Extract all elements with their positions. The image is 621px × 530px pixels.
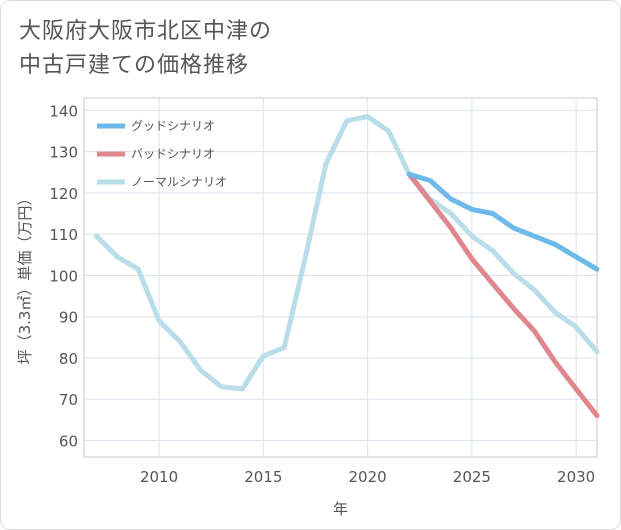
legend-label: グッドシナリオ xyxy=(131,119,215,133)
plot-frame xyxy=(83,97,598,458)
chart-title: 大阪府大阪市北区中津の 中古戸建ての価格推移 xyxy=(19,15,272,83)
y-tick-label: 80 xyxy=(59,350,78,368)
legend-label: バッドシナリオ xyxy=(131,147,215,161)
tick-labels: 2010 2015 2020 2025 2030 60 70 80 90 100 110 120 130… xyxy=(49,102,595,486)
y-tick-label: 70 xyxy=(59,391,78,409)
legend-label: ノーマルシナリオ xyxy=(131,175,227,189)
series-lines xyxy=(94,114,600,419)
series-line-2 xyxy=(94,114,600,392)
x-tick-label: 2010 xyxy=(140,468,178,486)
title-line-1: 大阪府大阪市北区中津の xyxy=(19,19,273,44)
y-tick-label: 120 xyxy=(49,185,78,203)
y-tick-label: 60 xyxy=(59,432,78,450)
y-tick-label: 140 xyxy=(49,102,78,120)
series-line-1 xyxy=(406,171,600,419)
x-axis-label: 年 xyxy=(333,500,348,518)
title-line-2: 中古戸建ての価格推移 xyxy=(19,53,250,78)
series-line-0 xyxy=(406,171,600,272)
x-tick-label: 2015 xyxy=(244,468,282,486)
y-tick-label: 100 xyxy=(49,267,78,285)
y-tick-label: 110 xyxy=(49,226,78,244)
x-tick-label: 2025 xyxy=(453,468,491,486)
x-tick-label: 2020 xyxy=(349,468,387,486)
y-axis-label: 坪（3.3㎡）単価（万円） xyxy=(16,191,34,365)
y-tick-label: 90 xyxy=(59,309,78,327)
grid xyxy=(83,97,598,458)
y-tick-label: 130 xyxy=(49,144,78,162)
x-tick-label: 2030 xyxy=(557,468,595,486)
